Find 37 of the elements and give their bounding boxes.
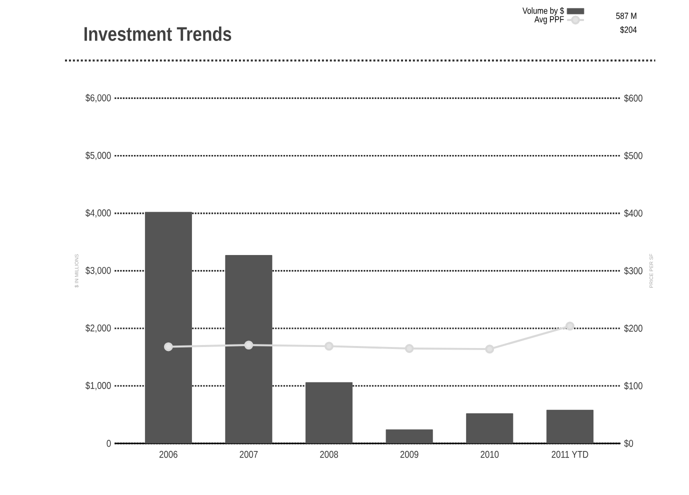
y2-tick-label: $200 <box>624 324 642 332</box>
point <box>485 344 494 354</box>
y-tick-label: $4,000 <box>86 208 111 218</box>
y2-tick-label: $400 <box>624 209 642 218</box>
y-tick-label: $5,000 <box>86 151 111 160</box>
x-tick-label: 2008 <box>320 450 338 458</box>
x-tick-label: 2009 <box>400 450 418 458</box>
bar <box>144 212 192 444</box>
legend-label: Avg PPF <box>534 16 564 24</box>
y2-tick-label: $0 <box>624 439 634 448</box>
bar <box>386 430 433 444</box>
y2-tick-label: $500 <box>624 152 642 160</box>
y-tick-label: $3,000 <box>86 266 111 276</box>
text: $204 <box>620 26 637 34</box>
x-tick-label: 2006 <box>159 450 178 458</box>
legend-label: Volume by $ <box>522 7 564 16</box>
y-tick-label: 0 <box>106 440 111 447</box>
y-tick-label: $2,000 <box>86 324 111 333</box>
chart-title: Investment Trends <box>84 26 232 41</box>
point <box>164 342 173 352</box>
x-tick-label: 2010 <box>480 450 499 458</box>
x-tick-label: 2011 YTD <box>552 450 588 458</box>
x-tick-label: 2007 <box>240 450 258 458</box>
y-tick-label: $6,000 <box>86 94 111 103</box>
bar <box>546 410 594 444</box>
bar <box>466 413 514 444</box>
y2-tick-label: $300 <box>624 266 642 275</box>
bar <box>306 382 353 444</box>
y2-tick-label: $100 <box>624 382 642 390</box>
point <box>566 322 574 331</box>
point <box>324 342 334 351</box>
y-tick-label: $1,000 <box>86 382 111 390</box>
text: 587 M <box>616 12 636 20</box>
y2-tick-label: $600 <box>624 94 642 102</box>
point <box>244 340 254 350</box>
bar <box>225 255 272 444</box>
point <box>404 344 414 353</box>
